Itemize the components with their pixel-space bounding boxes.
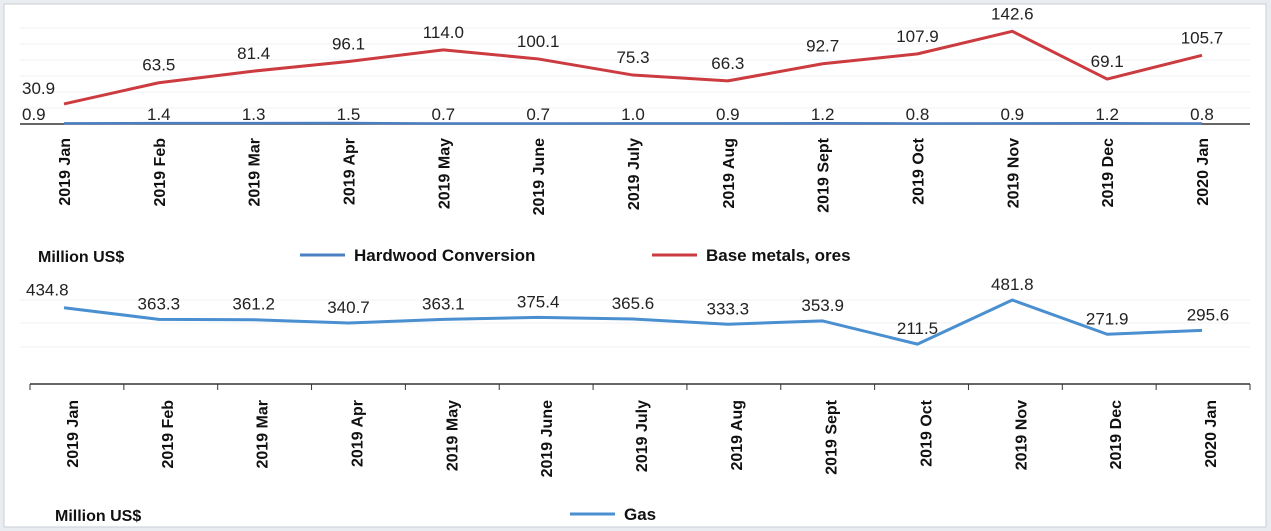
data-label-gas: 363.3: [138, 294, 181, 313]
x-tick-label: 2019 July: [626, 138, 643, 210]
x-tick-label: 2019 Dec: [1100, 138, 1117, 207]
bottom-x-axis: [29, 383, 1251, 390]
data-label-base-metals-ores: 63.5: [142, 56, 175, 75]
x-tick-label: 2019 Jan: [57, 138, 74, 206]
data-label-gas: 375.4: [517, 292, 560, 311]
top-data-labels: 0.9 1.4 1.3 1.5 0.7 0.7 1.0 0.9 1.2 0.8 0.9 1.2 0.8 3…: [22, 4, 1223, 124]
data-label-hardwood-conversion: 1.3: [242, 105, 266, 124]
x-tick-label: 2019 Oct: [911, 137, 928, 204]
legend-label-base-metals: Base metals, ores: [706, 246, 851, 265]
data-label-base-metals-ores: 92.7: [806, 37, 839, 56]
data-label-hardwood-conversion: 1.4: [147, 105, 171, 124]
x-tick-label: 2019 Apr: [350, 400, 367, 467]
bottom-gridlines: [20, 299, 1250, 348]
data-label-base-metals-ores: 75.3: [616, 48, 649, 67]
data-label-gas: 353.9: [801, 296, 844, 315]
data-label-base-metals-ores: 114.0: [423, 23, 464, 42]
data-label-hardwood-conversion: 0.8: [906, 105, 930, 124]
data-label-gas: 340.7: [327, 298, 370, 317]
data-label-base-metals-ores: 107.9: [896, 27, 939, 46]
x-tick-label: 2019 May: [436, 138, 453, 209]
x-tick-label: 2019 Sept: [816, 137, 833, 212]
data-label-gas: 295.6: [1187, 305, 1230, 324]
series-line-base-metals-ores: [63, 29, 1203, 106]
top-series-lines: [63, 29, 1203, 125]
data-label-gas: 333.3: [707, 299, 750, 318]
data-label-hardwood-conversion: 1.5: [337, 105, 361, 124]
data-label-hardwood-conversion: 1.0: [621, 105, 645, 124]
data-label-gas: 211.5: [897, 319, 938, 338]
series-line-gas: [63, 298, 1203, 346]
data-label-hardwood-conversion: 1.2: [811, 105, 835, 124]
x-tick-label: 2019 May: [444, 400, 461, 471]
x-tick-label: 2019 Aug: [721, 138, 738, 209]
data-label-gas: 481.8: [991, 275, 1034, 294]
x-tick-label: 2019 June: [539, 400, 556, 477]
x-tick-label: 2019 Mar: [255, 400, 272, 469]
data-label-gas: 365.6: [612, 294, 655, 313]
chart-frame: [3, 3, 1267, 528]
top-y-unit-label: Million US$: [38, 249, 124, 266]
data-label-gas: 271.9: [1086, 309, 1129, 328]
x-tick-label: 2019 Aug: [729, 400, 746, 471]
x-tick-label: 2019 Apr: [342, 138, 359, 205]
data-label-hardwood-conversion: 1.2: [1095, 105, 1119, 124]
data-label-hardwood-conversion: 0.9: [716, 105, 740, 124]
data-label-hardwood-conversion: 0.7: [526, 105, 550, 124]
x-tick-label: 2019 Dec: [1108, 400, 1125, 469]
bottom-legend: Gas: [570, 505, 656, 524]
x-tick-label: 2020 Jan: [1203, 400, 1220, 468]
data-label-gas: 363.1: [422, 294, 465, 313]
data-label-base-metals-ores: 81.4: [237, 44, 270, 63]
bottom-data-labels: 434.8 363.3 361.2 340.7 363.1 375.4 365.6 333.3…: [26, 275, 1229, 338]
data-label-base-metals-ores: 69.1: [1091, 52, 1124, 71]
data-label-base-metals-ores: 96.1: [332, 35, 365, 54]
data-label-gas: 361.2: [232, 295, 275, 314]
bottom-chart: 434.8 363.3 361.2 340.7 363.1 375.4 365.6 333.3…: [20, 275, 1251, 525]
data-label-base-metals-ores: 100.1: [517, 32, 560, 51]
x-tick-label: 2019 Sept: [824, 399, 841, 474]
x-tick-label: 2019 July: [634, 400, 651, 472]
x-tick-label: 2020 Jan: [1195, 138, 1212, 206]
bottom-series-lines: [63, 298, 1203, 346]
data-label-hardwood-conversion: 0.7: [432, 105, 456, 124]
data-label-hardwood-conversion: 0.9: [1001, 105, 1025, 124]
legend-label-gas: Gas: [624, 505, 656, 524]
bottom-x-tick-labels: 2019 Jan 2019 Feb 2019 Mar 2019 Apr 2019 May…: [65, 399, 1220, 477]
x-tick-label: 2019 Mar: [247, 138, 264, 207]
x-tick-label: 2019 Oct: [919, 399, 936, 466]
x-tick-label: 2019 Feb: [160, 400, 177, 469]
data-label-base-metals-ores: 30.9: [22, 79, 55, 98]
x-tick-label: 2019 Jan: [65, 400, 82, 468]
x-tick-label: 2019 June: [531, 138, 548, 215]
top-x-tick-labels: 2019 Jan 2019 Feb 2019 Mar 2019 Apr 2019 May…: [57, 137, 1212, 215]
data-label-base-metals-ores: 105.7: [1181, 28, 1224, 47]
data-label-hardwood-conversion: 0.8: [1190, 105, 1214, 124]
x-tick-label: 2019 Feb: [152, 138, 169, 207]
data-label-hardwood-conversion: 0.9: [22, 105, 46, 124]
legend-label-hardwood: Hardwood Conversion: [354, 246, 535, 265]
data-label-gas: 434.8: [26, 281, 69, 300]
x-tick-label: 2019 Nov: [1005, 138, 1022, 208]
x-tick-label: 2019 Nov: [1013, 400, 1030, 470]
top-legend: Hardwood Conversion Base metals, ores: [300, 246, 851, 265]
bottom-y-unit-label: Million US$: [55, 508, 141, 525]
data-label-base-metals-ores: 142.6: [991, 4, 1034, 23]
data-label-base-metals-ores: 66.3: [711, 54, 744, 73]
series-line-hardwood-conversion: [63, 121, 1203, 125]
top-chart: 0.9 1.4 1.3 1.5 0.7 0.7 1.0 0.9 1.2 0.8 0.9 1.2 0.8 3…: [20, 4, 1250, 266]
